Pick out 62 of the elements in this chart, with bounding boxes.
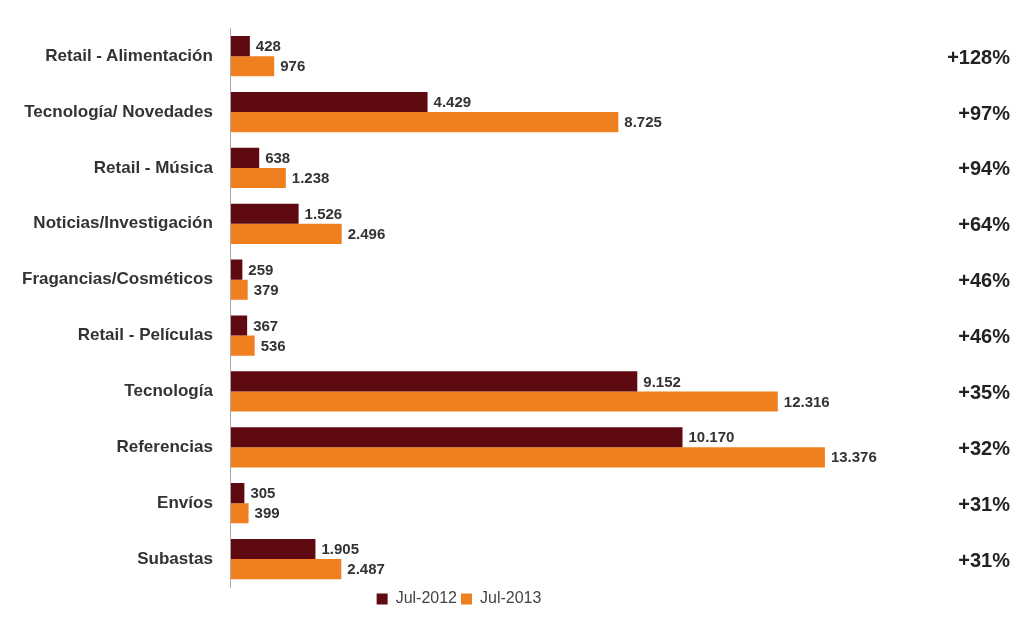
bar xyxy=(230,447,825,468)
bar xyxy=(230,279,248,300)
text: +31% xyxy=(958,492,1011,515)
bar xyxy=(230,315,248,336)
text: +64% xyxy=(958,213,1011,236)
bar xyxy=(230,259,243,280)
legend-label: Jul-2013 xyxy=(480,589,542,607)
text: +97% xyxy=(958,101,1011,124)
bar xyxy=(230,112,619,133)
data-label: 399 xyxy=(254,504,280,522)
data-label: 2.487 xyxy=(347,560,385,578)
text: +31% xyxy=(958,548,1011,571)
text: +128% xyxy=(947,45,1011,68)
data-label: 305 xyxy=(250,484,276,502)
bar xyxy=(230,91,428,113)
data-label: 2.496 xyxy=(347,224,386,242)
bar xyxy=(230,203,299,224)
data-label: 536 xyxy=(260,336,286,354)
data-label: 976 xyxy=(280,57,306,75)
data-label: 1.905 xyxy=(321,540,359,558)
bar xyxy=(230,223,342,244)
y-tick-label: Retail - Música xyxy=(93,157,214,177)
bar xyxy=(230,538,316,560)
text: +46% xyxy=(958,325,1011,348)
bar xyxy=(230,371,638,392)
bar xyxy=(230,147,260,168)
text: +46% xyxy=(958,269,1011,292)
y-tick-label: Referencias xyxy=(116,436,213,456)
bar xyxy=(230,427,683,448)
y-tick-label: Fragancias/Cosméticos xyxy=(21,269,213,289)
bar xyxy=(230,391,778,412)
legend-label: Jul-2012 xyxy=(395,589,458,607)
bar xyxy=(230,503,249,524)
bar xyxy=(230,335,255,356)
y-tick-label: Noticias/Investigación xyxy=(33,213,213,233)
data-label: 8.725 xyxy=(624,113,662,131)
data-label: 12.316 xyxy=(783,392,830,410)
data-label: 379 xyxy=(253,280,279,298)
data-label: 259 xyxy=(248,260,274,278)
data-label: 10.170 xyxy=(688,428,735,446)
data-label: 428 xyxy=(255,37,281,55)
bar xyxy=(230,167,286,189)
text: +35% xyxy=(958,380,1011,403)
y-tick-label: Tecnología/ Novedades xyxy=(24,101,213,121)
y-tick-label: Retail - Películas xyxy=(77,325,213,345)
data-label: 13.376 xyxy=(830,448,877,466)
bar xyxy=(230,36,250,57)
data-label: 638 xyxy=(265,148,291,166)
y-tick-label: Tecnología xyxy=(124,381,214,401)
text: +94% xyxy=(958,157,1011,180)
y-tick-label: Retail - Alimentación xyxy=(45,45,213,65)
data-label: 9.152 xyxy=(643,372,681,390)
data-label: 1.526 xyxy=(304,204,343,222)
data-label: 1.238 xyxy=(291,169,330,187)
y-tick-label: Envíos xyxy=(157,492,213,512)
text: +32% xyxy=(958,436,1011,459)
y-tick-label: Subastas xyxy=(137,548,213,568)
bar xyxy=(230,483,245,504)
bar xyxy=(230,559,342,580)
bar xyxy=(230,56,275,77)
data-label: 367 xyxy=(253,316,279,334)
data-label: 4.429 xyxy=(433,93,472,111)
